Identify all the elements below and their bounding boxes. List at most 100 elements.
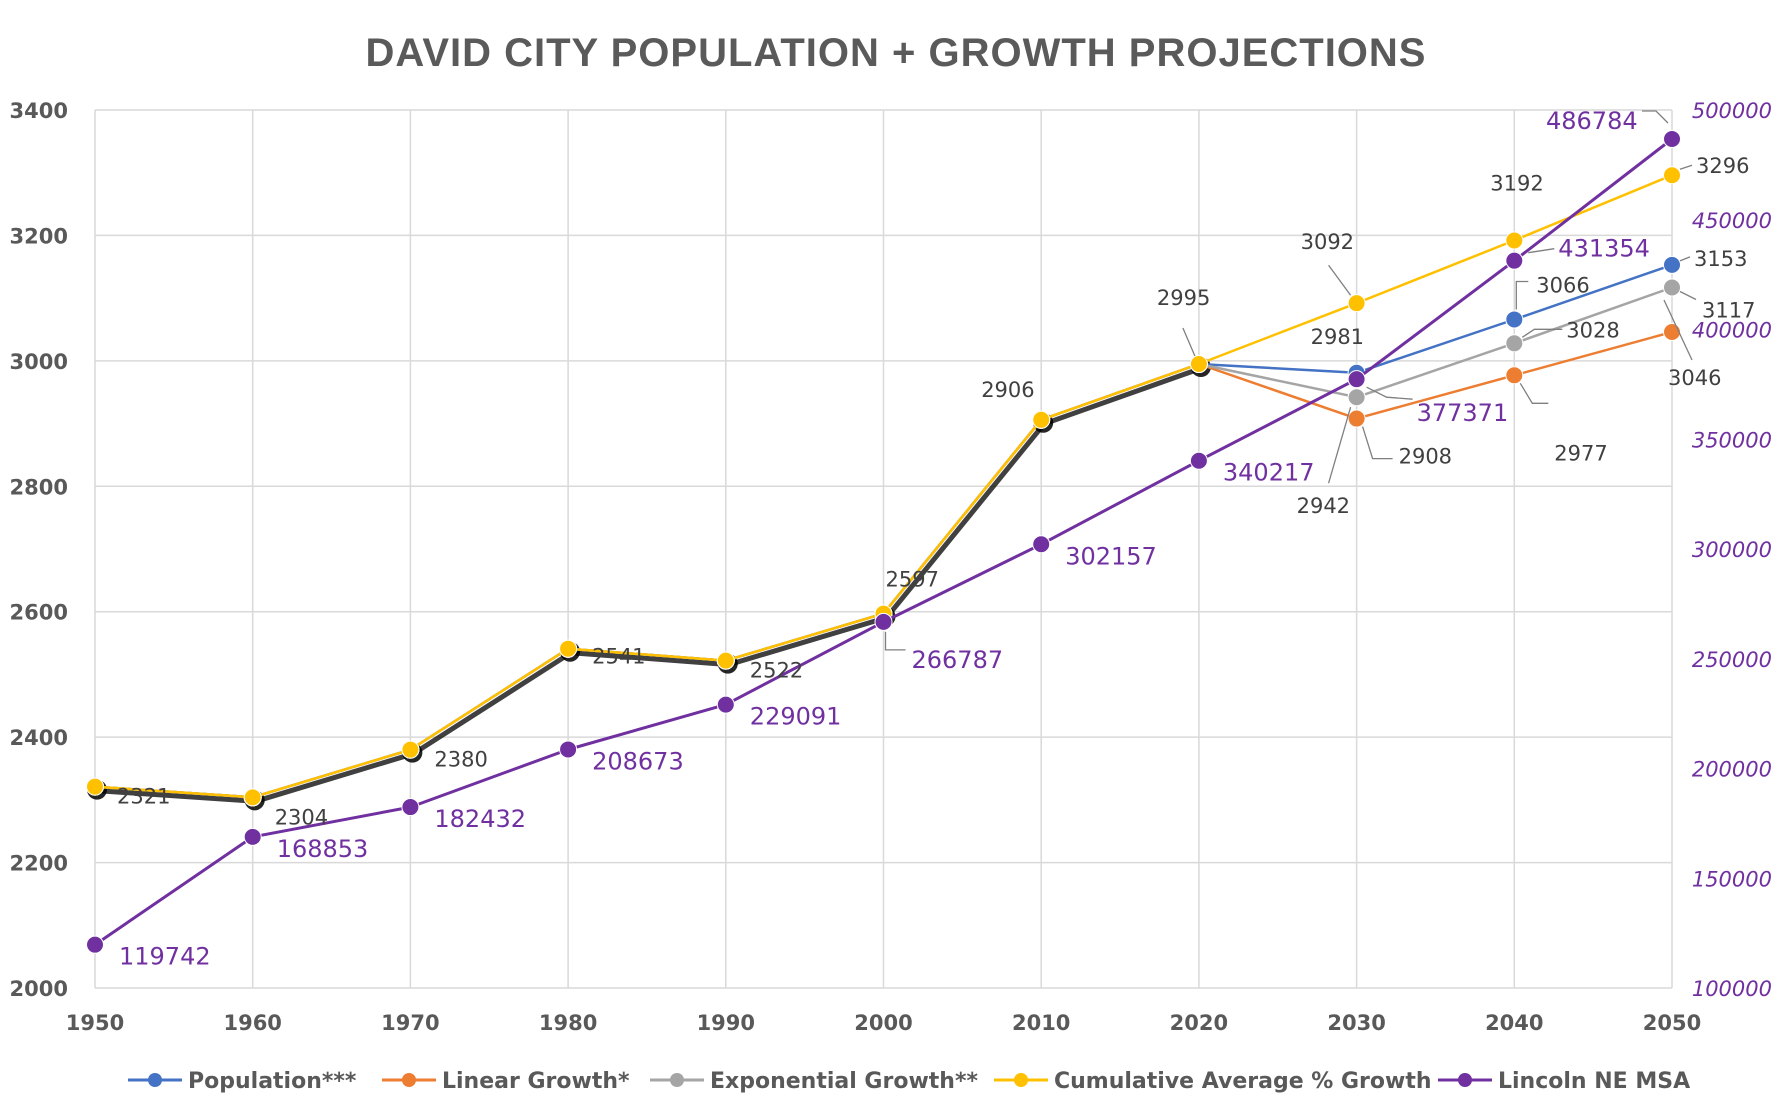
legend-item[interactable]: Linear Growth* [382,1069,630,1094]
data-point[interactable] [1505,334,1524,353]
data-point[interactable] [1505,251,1524,270]
cumulative-data-label: 3296 [1696,154,1749,178]
historical-line-shadow [97,365,1203,804]
msa-data-label: 266787 [912,646,1004,674]
msa-data-label: 119742 [119,943,211,971]
legend-item[interactable]: Lincoln NE MSA [1438,1069,1690,1094]
data-point[interactable] [401,798,420,817]
population-data-label: 2541 [592,645,645,669]
msa-data-label: 182432 [434,805,526,833]
x-tick-label: 1970 [381,1011,439,1035]
label-leader-line [1679,290,1697,301]
data-point[interactable] [1505,231,1524,250]
msa-data-label: 486784 [1546,107,1638,135]
data-point[interactable] [716,695,735,714]
data-point[interactable] [243,788,262,807]
x-tick-label: 1950 [66,1011,124,1035]
exponential-data-label: 3117 [1702,298,1755,322]
label-leader-line [1361,426,1393,460]
y-right-tick-label: 300000 [1692,538,1772,562]
data-point[interactable] [1505,366,1524,385]
data-point[interactable] [1189,354,1208,373]
legend-item[interactable]: Cumulative Average % Growth [994,1069,1432,1094]
y-left-tick-label: 2000 [10,977,68,1001]
legend-item[interactable]: Population*** [128,1069,357,1094]
population-data-label: 2906 [981,378,1034,402]
y-right-tick-label: 250000 [1692,648,1772,672]
data-point[interactable] [1347,409,1366,428]
data-point[interactable] [1347,294,1366,313]
label-leader-line [1679,164,1693,170]
data-point[interactable] [1347,370,1366,389]
legend-label: Lincoln NE MSA [1498,1069,1690,1094]
y-right-tick-label: 350000 [1692,428,1772,452]
y-left-tick-label: 2200 [10,852,68,876]
grid-layer [94,109,1673,989]
y-left-tick-label: 3000 [10,350,68,374]
population-data-label: 3153 [1694,247,1747,271]
data-point[interactable] [1663,278,1681,297]
y-right-tick-label: 100000 [1692,977,1772,1001]
x-tick-label: 2040 [1485,1011,1543,1035]
legend[interactable]: Population*** Linear Growth* Exponential G… [128,1069,1690,1094]
label-leader-line [1328,264,1352,296]
x-tick-label: 1990 [697,1011,755,1035]
msa-data-label: 431354 [1558,235,1650,263]
chart-title: DAVID CITY POPULATION + GROWTH PROJECTIO… [366,31,1427,75]
legend-marker [1014,1073,1028,1087]
population-data-label: 3066 [1536,273,1589,297]
y-left-tick-label: 2600 [10,601,68,625]
population-data-label: 2981 [1311,325,1364,349]
data-point[interactable] [1663,166,1681,185]
label-leader-line [1519,382,1549,404]
legend-marker [402,1073,416,1087]
data-point[interactable] [559,639,578,658]
data-point[interactable] [559,740,578,759]
msa-data-label: 340217 [1223,459,1315,487]
population-data-label: 2522 [750,659,803,683]
msa-data-label: 302157 [1065,542,1157,570]
data-point[interactable] [1663,323,1681,342]
data-point[interactable] [1663,255,1681,274]
population-data-label: 2380 [434,748,487,772]
legend-item[interactable]: Exponential Growth** [650,1069,978,1094]
data-point[interactable] [716,651,735,670]
data-point[interactable] [1663,130,1681,149]
population-data-label: 2304 [275,805,328,829]
data-point[interactable] [1032,410,1051,429]
linear-data-label: 3046 [1668,366,1721,390]
exponential-data-label: 3028 [1566,318,1619,342]
y-right-tick-label: 200000 [1692,758,1772,782]
y-right-tick-label: 450000 [1692,209,1772,233]
y-left-tick-label: 2800 [10,475,68,499]
label-leader-line [1679,256,1691,262]
y-left-tick-label: 3200 [10,224,68,248]
data-point[interactable] [1505,310,1524,329]
y-right-tick-label: 150000 [1692,867,1772,891]
y-right-tick-label: 500000 [1692,99,1772,123]
x-tick-label: 2010 [1012,1011,1070,1035]
data-point[interactable] [1189,451,1208,470]
data-point[interactable] [86,935,104,954]
x-tick-label: 2030 [1327,1011,1385,1035]
label-leader-line [1642,110,1669,124]
msa-data-label: 229091 [750,703,842,731]
label-leader-line [884,631,906,651]
data-point[interactable] [243,827,262,846]
data-point[interactable] [1032,535,1051,554]
x-tick-label: 2050 [1643,1011,1701,1035]
exponential-data-label: 2942 [1297,494,1350,518]
data-point[interactable] [401,740,420,759]
label-leader-line [1521,328,1563,338]
msa-data-label: 377371 [1417,399,1509,427]
x-tick-label: 2000 [854,1011,912,1035]
population-data-label: 2597 [886,568,939,592]
data-point[interactable] [1347,388,1366,407]
legend-marker [1458,1073,1472,1087]
data-point[interactable] [86,777,104,796]
y-right-tick-label: 400000 [1692,319,1772,343]
legend-label: Linear Growth* [442,1069,630,1094]
label-leader-line [1182,327,1196,357]
data-point[interactable] [874,612,893,631]
